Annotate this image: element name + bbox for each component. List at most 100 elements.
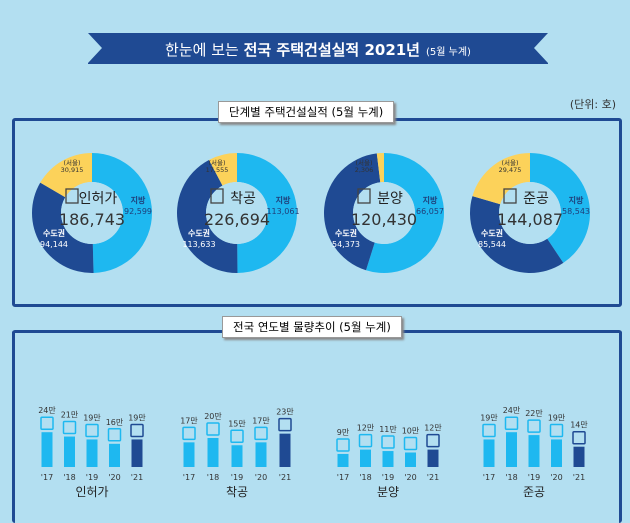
donut-slice-seoul bbox=[472, 153, 530, 205]
donut-slice-seoul bbox=[40, 153, 92, 198]
bar-icon bbox=[254, 426, 268, 441]
year-tick: '21 bbox=[279, 473, 291, 482]
capital-label: 수도권 bbox=[188, 228, 210, 238]
bar bbox=[207, 438, 219, 467]
bar bbox=[86, 439, 98, 467]
bar bbox=[41, 432, 53, 467]
donut-hole bbox=[206, 182, 268, 244]
donut-slice-capital bbox=[324, 153, 381, 271]
bar bbox=[551, 439, 562, 467]
capital-label: 수도권 bbox=[335, 228, 357, 238]
title-prefix: 한눈에 보는 bbox=[165, 41, 239, 59]
local-value: 92,599 bbox=[124, 207, 152, 216]
bar-icon bbox=[381, 435, 395, 449]
year-tick: '17 bbox=[337, 473, 349, 482]
donut-hole bbox=[61, 182, 123, 244]
bar-value-label: 17만 bbox=[252, 416, 270, 425]
year-tick: '19 bbox=[382, 473, 394, 482]
group-label: 인허가 bbox=[75, 485, 108, 499]
bar-value-label: 19만 bbox=[128, 413, 146, 422]
bar-value-label: 12만 bbox=[357, 424, 375, 433]
year-tick: '17 bbox=[183, 473, 195, 482]
donut-slice-local bbox=[365, 153, 444, 273]
bar-value-label: 15만 bbox=[228, 419, 246, 428]
seoul-value: 2,306 bbox=[355, 166, 374, 174]
capital-value: 94,144 bbox=[40, 240, 68, 249]
bar bbox=[279, 433, 291, 467]
bar-icon bbox=[403, 436, 418, 451]
group-label: 준공 bbox=[523, 485, 545, 499]
bar-icon bbox=[230, 429, 244, 443]
bar bbox=[231, 445, 243, 467]
title-suffix: (5월 누계) bbox=[426, 47, 471, 58]
donut-slice-local bbox=[530, 153, 591, 263]
seoul-label: (서울) bbox=[501, 158, 518, 167]
bar bbox=[506, 432, 517, 467]
presenter-icon bbox=[357, 188, 371, 204]
bar-value-label: 16만 bbox=[106, 418, 124, 427]
bar-icon bbox=[336, 438, 350, 452]
bar-value-label: 22만 bbox=[525, 409, 543, 418]
year-tick: '21 bbox=[427, 473, 439, 482]
bar-value-label: 24만 bbox=[503, 406, 521, 415]
donut-total: 186,743 bbox=[59, 210, 125, 229]
local-value: 58,543 bbox=[562, 207, 590, 216]
bar-value-label: 9만 bbox=[337, 428, 350, 437]
bar bbox=[360, 449, 371, 467]
capital-value: 54,373 bbox=[332, 240, 360, 249]
donut-hole bbox=[499, 182, 561, 244]
year-tick: '21 bbox=[131, 473, 143, 482]
local-label: 지방 bbox=[131, 195, 146, 205]
bar bbox=[337, 453, 349, 467]
seoul-value: 30,915 bbox=[61, 166, 84, 174]
seoul-label: (서울) bbox=[208, 158, 225, 167]
stage-section-title: 단계별 주택건설실적 (5월 누계) bbox=[218, 101, 395, 123]
bar-value-label: 12만 bbox=[424, 424, 442, 433]
donut-slice-capital bbox=[470, 196, 564, 274]
bar-value-label: 17만 bbox=[180, 416, 198, 425]
bar-value-label: 10만 bbox=[402, 427, 420, 436]
bar-value-label: 19만 bbox=[83, 413, 101, 422]
bar bbox=[255, 442, 267, 467]
year-tick: '19 bbox=[86, 473, 98, 482]
local-value: 66,057 bbox=[416, 207, 444, 216]
bar bbox=[183, 442, 195, 467]
crane-icon bbox=[210, 188, 224, 204]
bar bbox=[573, 446, 585, 467]
bar-icon bbox=[549, 423, 564, 438]
year-tick: '18 bbox=[63, 473, 75, 482]
seoul-label: (서울) bbox=[63, 158, 80, 167]
year-tick: '19 bbox=[231, 473, 243, 482]
bar bbox=[109, 443, 120, 467]
capital-value: 85,544 bbox=[478, 240, 506, 249]
bar-value-label: 14만 bbox=[570, 421, 588, 430]
bar bbox=[382, 451, 394, 467]
bar-icon bbox=[62, 420, 77, 435]
bar-icon bbox=[278, 417, 292, 432]
donut-total: 120,430 bbox=[351, 210, 417, 229]
seoul-value: 29,475 bbox=[499, 166, 522, 174]
capital-value: 113,633 bbox=[182, 240, 215, 249]
donut-slice-capital bbox=[177, 159, 238, 273]
bar bbox=[131, 439, 143, 467]
trend-section-title: 전국 연도별 물량추이 (5월 누계) bbox=[222, 316, 402, 338]
bar-icon bbox=[527, 419, 541, 433]
bar bbox=[64, 436, 75, 467]
title-banner: 한눈에 보는 전국 주택건설실적 2021년 (5월 누계) bbox=[88, 33, 548, 64]
year-tick: '20 bbox=[550, 473, 562, 482]
bar-value-label: 23만 bbox=[276, 408, 294, 417]
title-main: 전국 주택건설실적 2021년 bbox=[243, 41, 420, 59]
bar-icon bbox=[40, 416, 54, 430]
year-tick: '17 bbox=[41, 473, 53, 482]
bar bbox=[528, 435, 540, 467]
donut-hole bbox=[353, 182, 415, 244]
bar-value-label: 24만 bbox=[38, 406, 56, 415]
year-tick: '18 bbox=[505, 473, 517, 482]
bar-icon bbox=[504, 416, 519, 430]
bar-value-label: 11만 bbox=[379, 425, 397, 434]
local-label: 지방 bbox=[569, 195, 584, 205]
donut-slice-seoul bbox=[208, 153, 237, 186]
bar-value-label: 20만 bbox=[204, 412, 222, 421]
building-icon bbox=[503, 188, 517, 204]
